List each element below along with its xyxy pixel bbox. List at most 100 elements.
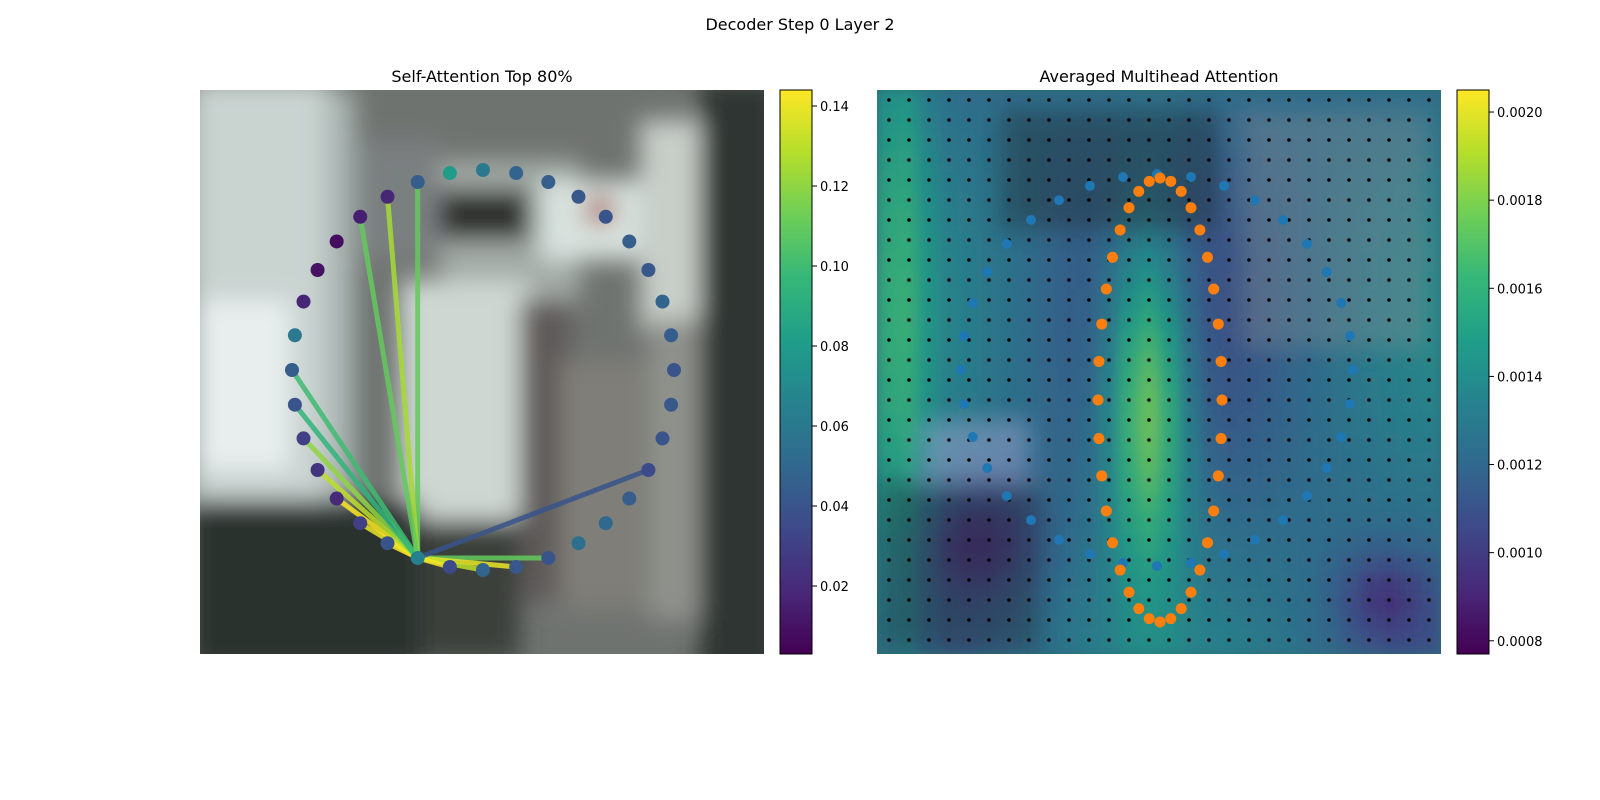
sampling-point <box>598 516 613 531</box>
orange-sampling-point <box>1093 433 1105 445</box>
orange-sampling-point <box>1096 470 1108 482</box>
sampling-point <box>541 550 556 565</box>
orange-sampling-point <box>1194 224 1206 236</box>
orange-sampling-point <box>1114 564 1126 576</box>
blue-sampling-point <box>1001 490 1012 501</box>
orange-sampling-points <box>1092 172 1228 628</box>
blue-sampling-point <box>1336 432 1347 443</box>
blue-sampling-point <box>967 297 978 308</box>
sampling-point <box>571 536 586 551</box>
blue-sampling-point <box>1302 490 1313 501</box>
orange-sampling-point <box>1100 283 1112 295</box>
blue-sampling-point <box>1152 561 1162 571</box>
sampling-point <box>571 189 586 204</box>
blue-sampling-point <box>1321 463 1332 473</box>
orange-sampling-point <box>1133 603 1145 615</box>
colorbar-tick-label: 0.0018 <box>1497 194 1543 209</box>
figure-suptitle: Decoder Step 0 Layer 2 <box>705 15 894 34</box>
self-attention-colorbar: 0.02 0.04 0.06 0.08 0.10 0.12 0.14 <box>779 89 849 655</box>
sampling-point <box>410 175 425 190</box>
attention-edge <box>415 467 651 561</box>
sampling-point <box>329 234 344 249</box>
colorbar-tick-label: 0.04 <box>820 500 849 515</box>
orange-sampling-point <box>1175 185 1187 197</box>
orange-sampling-point <box>1194 564 1206 576</box>
colorbar-tick-label: 0.12 <box>820 180 849 195</box>
orange-sampling-point <box>1114 224 1126 236</box>
sampling-point <box>310 463 325 477</box>
sampling-point <box>476 163 490 177</box>
sampling-point <box>380 536 395 551</box>
orange-sampling-point <box>1208 505 1220 517</box>
blue-sampling-point <box>1302 239 1313 250</box>
orange-sampling-point <box>1212 318 1224 330</box>
orange-sampling-point <box>1201 537 1213 549</box>
sampling-point <box>329 491 344 506</box>
blue-sampling-point <box>1117 171 1128 182</box>
colorbar-tick-label: 0.0010 <box>1497 547 1543 562</box>
multihead-attention-title: Averaged Multihead Attention <box>1040 67 1279 86</box>
colorbar-tick-label: 0.02 <box>820 580 849 595</box>
colorbar-gradient <box>779 89 813 655</box>
sampling-point <box>353 516 368 531</box>
orange-sampling-point <box>1107 537 1119 549</box>
blue-sampling-point <box>1186 558 1197 569</box>
colorbar-tick-label: 0.08 <box>820 340 849 355</box>
colorbar-tick-label: 0.0012 <box>1497 459 1543 474</box>
self-attention-panel: Self-Attention Top 80% <box>200 67 849 655</box>
blue-sampling-point <box>1277 214 1288 225</box>
orange-sampling-point <box>1185 586 1197 598</box>
sampling-point <box>541 175 556 190</box>
sampling-point <box>380 189 395 204</box>
sampling-point <box>641 463 656 477</box>
blue-sampling-point <box>967 432 978 443</box>
blue-sampling-point <box>1321 267 1332 277</box>
orange-sampling-point <box>1143 175 1155 187</box>
query-point <box>410 550 425 565</box>
colorbar-tick-label: 0.14 <box>820 100 849 115</box>
orange-sampling-point <box>1123 202 1135 214</box>
sampling-point <box>310 263 325 277</box>
colorbar-tick-label: 0.0014 <box>1497 370 1543 385</box>
colorbar-tick-label: 0.10 <box>820 260 849 275</box>
blue-sampling-point <box>982 267 993 277</box>
reference-grid-dots <box>887 98 1431 642</box>
orange-sampling-point <box>1092 394 1104 406</box>
sampling-point <box>655 431 670 446</box>
blue-sampling-point <box>1054 195 1064 206</box>
blue-sampling-point <box>1186 171 1197 182</box>
orange-sampling-point <box>1100 505 1112 517</box>
blue-sampling-point <box>1348 365 1358 375</box>
sampling-point <box>667 363 681 377</box>
blue-sampling-point <box>1219 180 1230 191</box>
orange-sampling-point <box>1212 470 1224 482</box>
orange-sampling-point <box>1215 433 1227 445</box>
sampling-point <box>664 328 679 343</box>
sampling-point <box>664 397 679 412</box>
blue-sampling-point <box>1250 534 1260 545</box>
sampling-point <box>296 431 311 446</box>
attention-edges <box>289 179 651 573</box>
self-attention-title: Self-Attention Top 80% <box>391 67 572 86</box>
attention-edge <box>289 367 421 561</box>
blue-sampling-points <box>956 169 1358 571</box>
orange-sampling-point <box>1107 251 1119 263</box>
orange-sampling-point <box>1208 283 1220 295</box>
street-photo-background-left <box>200 90 764 654</box>
attention-edge <box>292 402 421 561</box>
attention-edge <box>357 214 421 561</box>
blue-sampling-point <box>1250 195 1260 206</box>
sampling-point <box>287 328 302 343</box>
orange-sampling-point <box>1154 172 1166 184</box>
sampling-point <box>509 166 524 181</box>
sampling-point <box>641 263 656 277</box>
orange-sampling-point <box>1216 394 1228 406</box>
blue-sampling-point <box>1277 515 1288 526</box>
blue-sampling-point <box>1336 297 1347 308</box>
sampling-point <box>509 559 524 574</box>
colorbar-tick-label: 0.0016 <box>1497 282 1543 297</box>
sampling-point <box>476 563 490 577</box>
orange-sampling-point <box>1133 185 1145 197</box>
orange-sampling-point <box>1215 355 1227 367</box>
